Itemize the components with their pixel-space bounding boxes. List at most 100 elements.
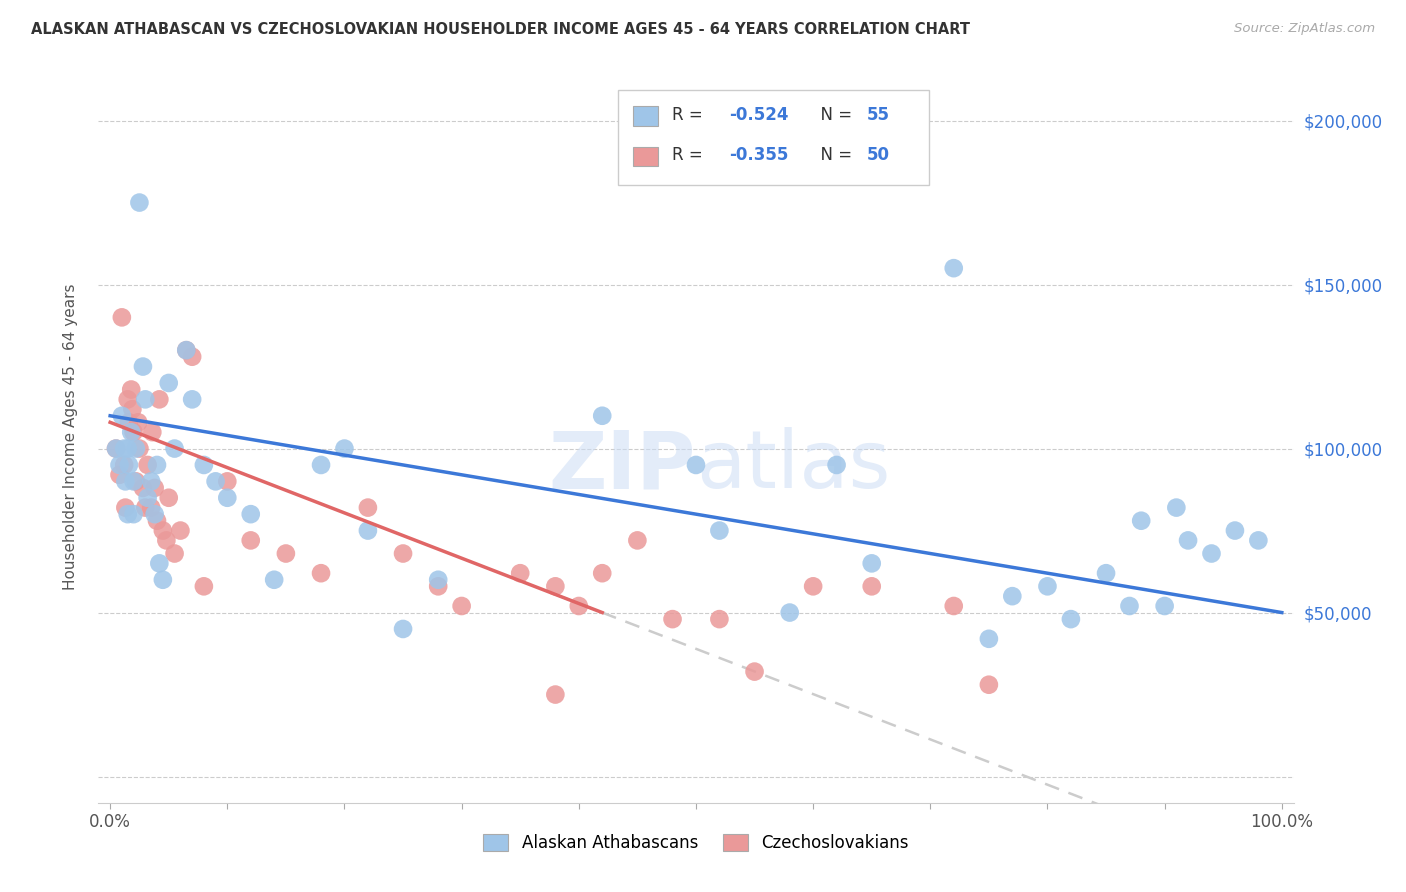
Point	[128, 442, 150, 456]
Point	[1177, 533, 1199, 548]
Point	[977, 632, 1000, 646]
Point	[591, 566, 613, 581]
Point	[392, 622, 415, 636]
Point	[114, 500, 136, 515]
Point	[122, 475, 145, 489]
Point	[121, 402, 143, 417]
Point	[117, 392, 139, 407]
Point	[120, 425, 142, 439]
Point	[157, 376, 180, 390]
Point	[1060, 612, 1083, 626]
Y-axis label: Householder Income Ages 45 - 64 years: Householder Income Ages 45 - 64 years	[63, 284, 77, 591]
Point	[1153, 599, 1175, 613]
Point	[309, 566, 332, 581]
Point	[1001, 589, 1024, 603]
Point	[128, 195, 150, 210]
Text: Source: ZipAtlas.com: Source: ZipAtlas.com	[1234, 22, 1375, 36]
Point	[163, 442, 186, 456]
Point	[132, 359, 155, 374]
Point	[112, 458, 135, 472]
Point	[825, 458, 848, 472]
Point	[1201, 547, 1223, 561]
Legend: Alaskan Athabascans, Czechoslovakians: Alaskan Athabascans, Czechoslovakians	[475, 825, 917, 860]
Point	[146, 514, 169, 528]
Point	[1130, 514, 1153, 528]
Point	[217, 475, 239, 489]
Point	[136, 491, 159, 505]
Point	[544, 688, 567, 702]
Point	[134, 392, 156, 407]
Point	[860, 557, 883, 571]
Point	[105, 442, 128, 456]
Point	[181, 392, 204, 407]
Text: atlas: atlas	[696, 427, 890, 506]
Point	[1247, 533, 1270, 548]
Point	[204, 475, 226, 489]
Text: ALASKAN ATHABASCAN VS CZECHOSLOVAKIAN HOUSEHOLDER INCOME AGES 45 - 64 YEARS CORR: ALASKAN ATHABASCAN VS CZECHOSLOVAKIAN HO…	[31, 22, 970, 37]
Point	[626, 533, 648, 548]
Point	[122, 425, 145, 439]
Point	[163, 547, 186, 561]
Point	[357, 524, 380, 538]
Point	[127, 415, 149, 429]
Point	[169, 524, 191, 538]
Point	[392, 547, 415, 561]
Point	[709, 524, 731, 538]
Point	[779, 606, 801, 620]
Point	[118, 415, 141, 429]
Point	[685, 458, 707, 472]
Bar	[633, 146, 658, 167]
Point	[860, 579, 883, 593]
Point	[108, 467, 131, 482]
Point	[105, 442, 128, 456]
Point	[591, 409, 613, 423]
Text: -0.355: -0.355	[730, 146, 789, 164]
Point	[125, 442, 148, 456]
Point	[239, 533, 262, 548]
Point	[709, 612, 731, 626]
Point	[141, 475, 163, 489]
Point	[217, 491, 239, 505]
Text: 50: 50	[868, 146, 890, 164]
Point	[148, 392, 170, 407]
Point	[152, 573, 174, 587]
Point	[174, 343, 197, 358]
Point	[1223, 524, 1246, 538]
FancyBboxPatch shape	[619, 90, 929, 185]
Point	[174, 343, 197, 358]
Point	[239, 507, 262, 521]
Point	[801, 579, 824, 593]
Text: N =: N =	[810, 146, 856, 164]
Point	[450, 599, 472, 613]
Point	[120, 383, 142, 397]
Point	[263, 573, 285, 587]
Text: ZIP: ZIP	[548, 427, 696, 506]
Point	[509, 566, 531, 581]
Text: N =: N =	[810, 106, 856, 124]
Point	[1118, 599, 1140, 613]
Text: 55: 55	[868, 106, 890, 124]
Point	[661, 612, 683, 626]
Point	[427, 573, 450, 587]
Point	[111, 310, 134, 325]
Point	[274, 547, 297, 561]
Point	[143, 481, 166, 495]
Text: -0.524: -0.524	[730, 106, 789, 124]
Point	[157, 491, 180, 505]
Point	[118, 458, 141, 472]
Point	[1095, 566, 1118, 581]
Text: R =: R =	[672, 146, 709, 164]
Point	[193, 458, 215, 472]
Point	[117, 442, 139, 456]
Point	[125, 475, 148, 489]
Point	[112, 442, 135, 456]
Point	[942, 599, 965, 613]
Point	[134, 500, 156, 515]
Point	[141, 425, 163, 439]
Point	[977, 678, 1000, 692]
Point	[146, 458, 169, 472]
Point	[114, 475, 136, 489]
Point	[136, 458, 159, 472]
Point	[117, 507, 139, 521]
Point	[942, 261, 965, 276]
